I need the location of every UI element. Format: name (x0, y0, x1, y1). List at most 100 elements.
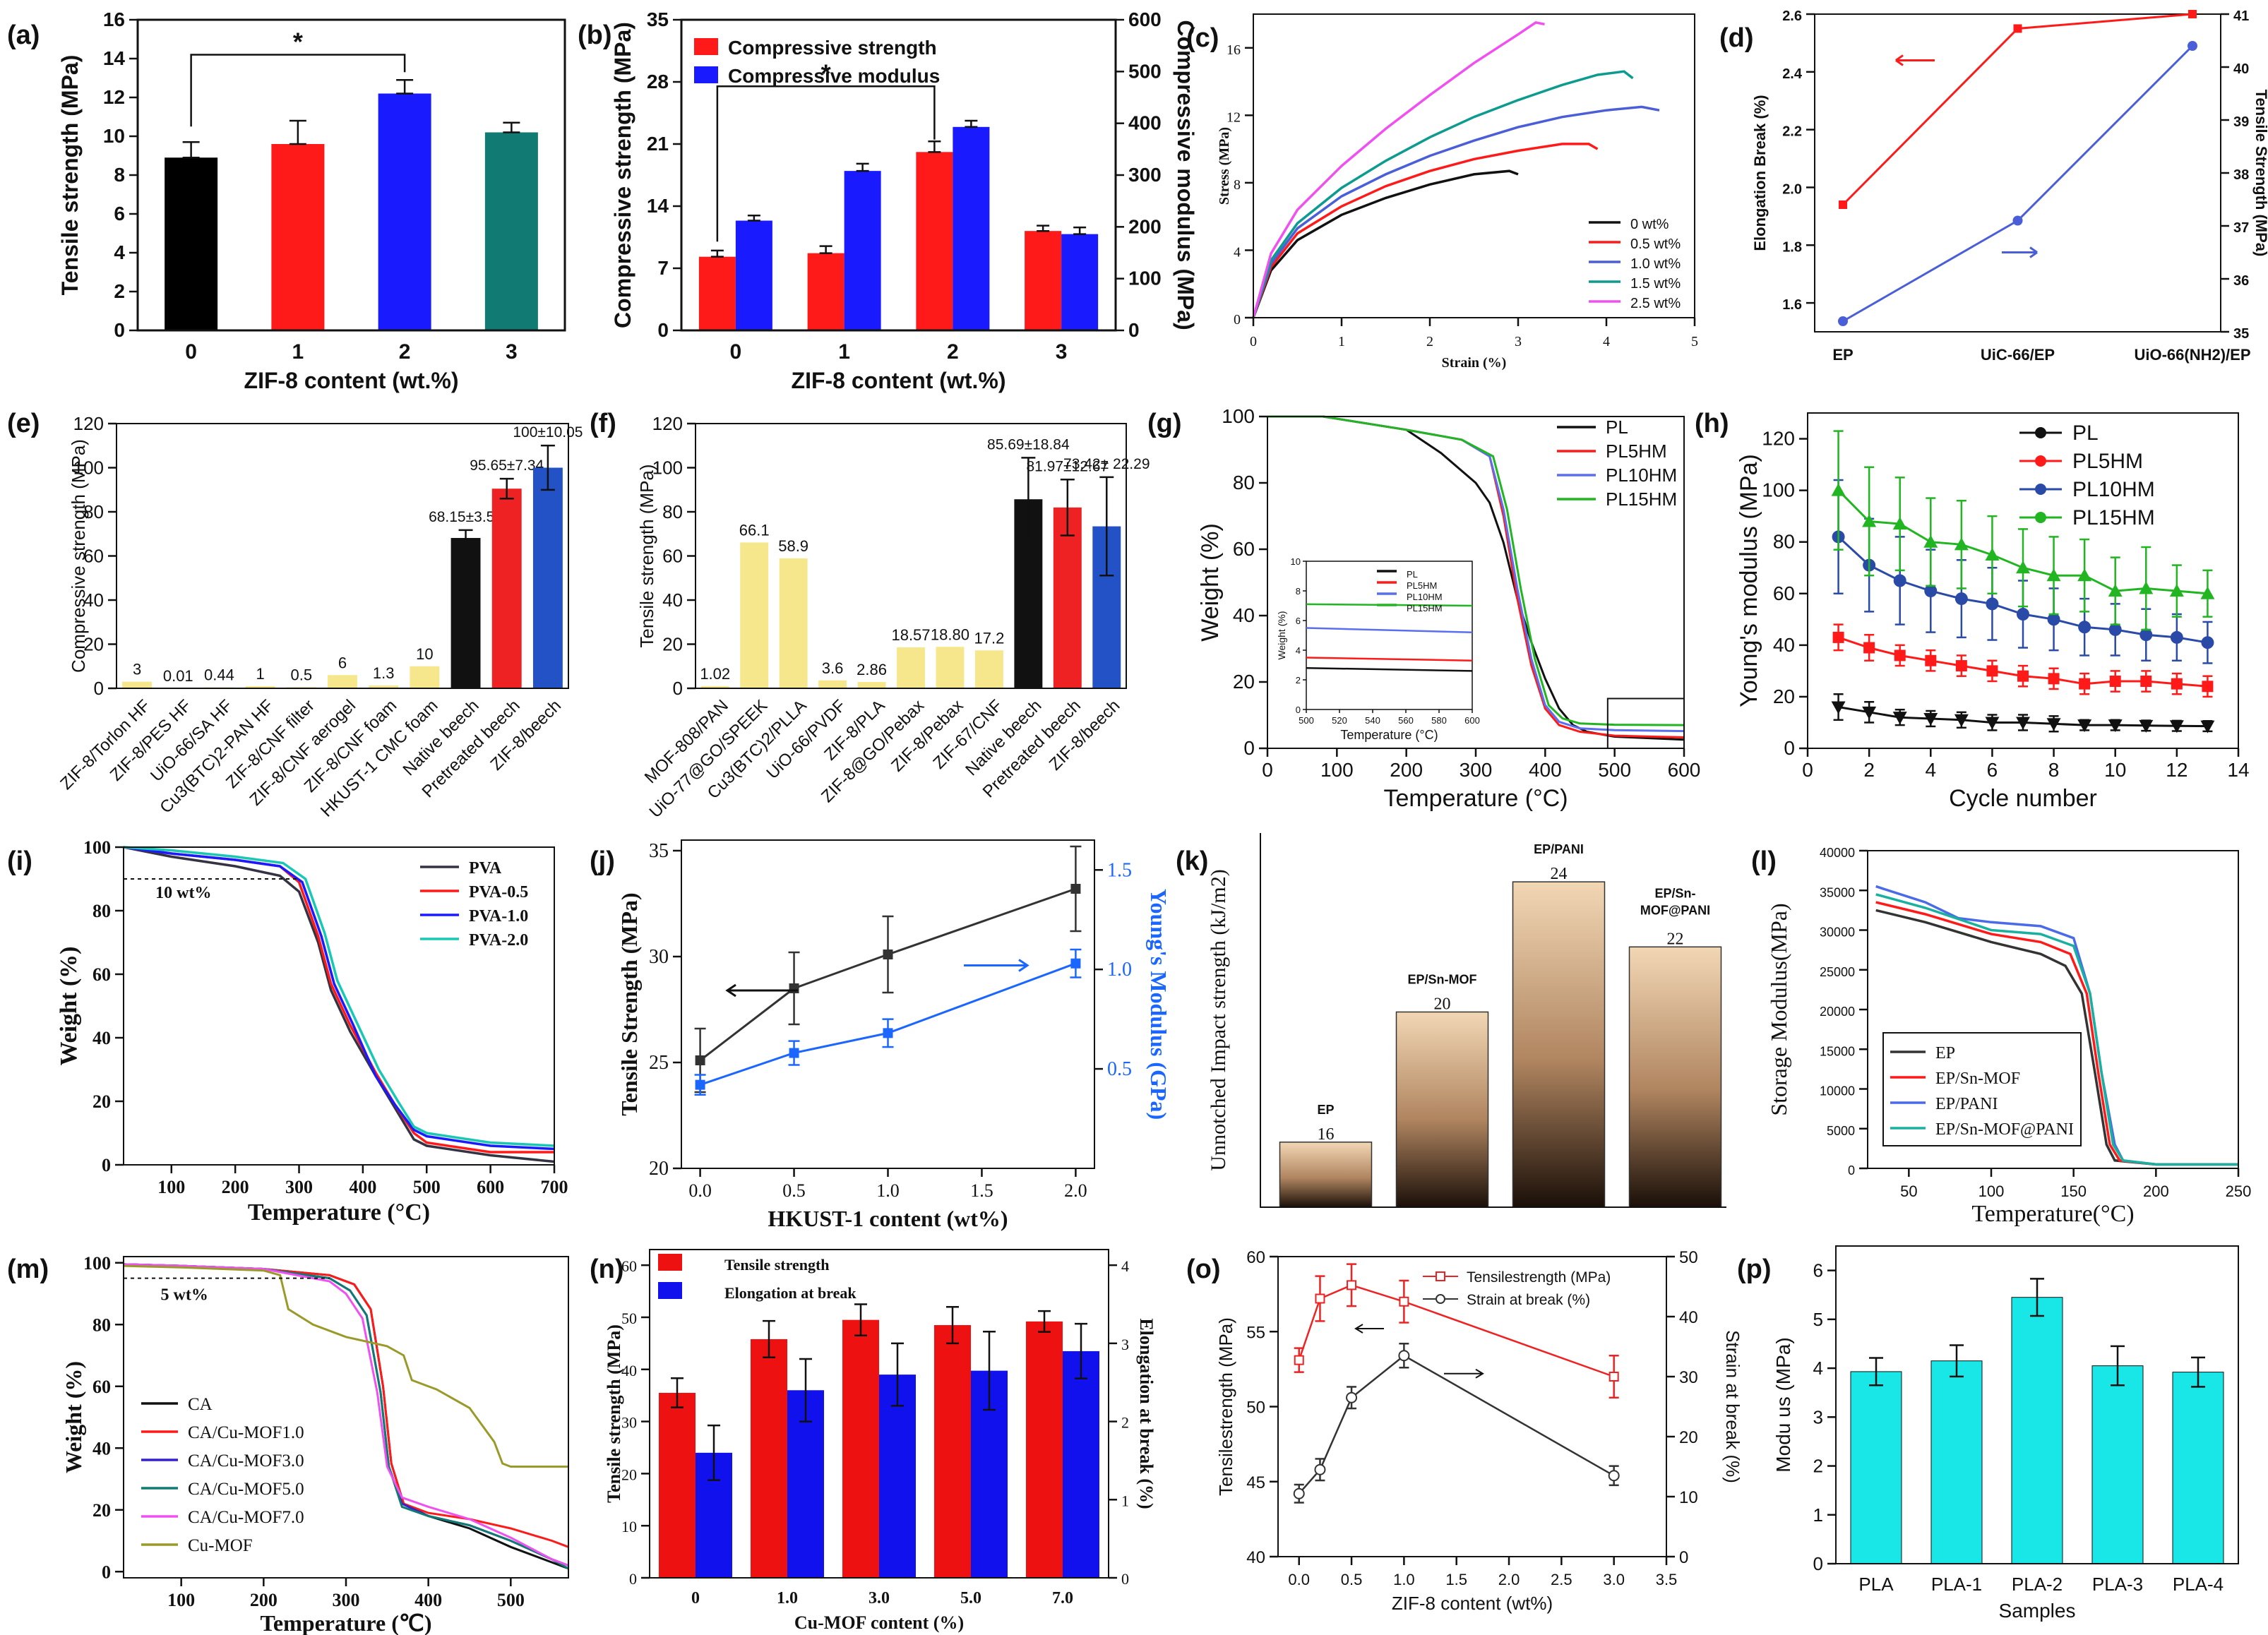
legend-label: 0 wt% (1630, 217, 1669, 232)
y-tick-label: 35000 (1820, 885, 1855, 899)
data-label: 22 (1667, 930, 1684, 948)
y-tick-label: 10 (1679, 1488, 1698, 1507)
legend-label: CA/Cu-MOF1.0 (188, 1423, 304, 1442)
y-tick-label: 120 (1762, 428, 1795, 450)
y-tick-label: 2 (114, 280, 125, 302)
y2-axis-label: Elongation at break (%) (1136, 1318, 1157, 1509)
y-tick-label: 40 (83, 589, 104, 611)
x-tick-label: 0.5 (782, 1180, 806, 1201)
y-axis-label: Tensile Strength (MPa) (616, 892, 642, 1115)
x-tick-label: 0 (730, 340, 742, 364)
y-tick-label: 2.0 (1782, 181, 1802, 197)
x-tick-label: 0 (1250, 334, 1257, 349)
data-point (1609, 1372, 1619, 1382)
legend-label: PVA-1.0 (469, 907, 528, 926)
bar (245, 685, 275, 688)
y-tick-label: 0 (102, 1562, 111, 1582)
y-tick-label: 60 (621, 1257, 637, 1275)
data-point (1954, 537, 1969, 551)
y-tick-label: 10 (621, 1518, 637, 1535)
x-tick-label: EP (1832, 346, 1853, 364)
y-tick-label: 2 (1121, 1414, 1129, 1432)
y-tick-label: 7 (657, 257, 669, 279)
data-label: 3.6 (822, 659, 844, 677)
data-point (789, 983, 799, 993)
data-point (1839, 200, 1847, 209)
legend-label: PL5HM (1606, 441, 1667, 462)
x-tick-label: 540 (1365, 715, 1380, 726)
data-point (1954, 714, 1969, 727)
x-tick-label: 2 (947, 340, 959, 364)
y-tick-label: 300 (1128, 164, 1162, 186)
legend-label: Compressive modulus (728, 65, 940, 87)
y-tick-label: 1.6 (1782, 297, 1802, 313)
y2-axis-label: Compressive modulus (MPa) (1173, 20, 1198, 330)
x-tick-label: 3.0 (1603, 1571, 1625, 1588)
plot-frame (649, 1249, 1109, 1579)
x-axis-label: HKUST-1 content (wt%) (768, 1206, 1008, 1231)
legend-label: 0.5 wt% (1630, 236, 1681, 252)
x-tick-label: PLA-1 (1931, 1574, 1982, 1595)
panel-h: (h) 0 20 40 60 80 100 120 0 2 4 6 8 10 12 14 Cycle numbe… (1695, 409, 2250, 812)
y-tick-label: 6 (1296, 616, 1301, 626)
bar (1628, 946, 1722, 1208)
legend-label: EP (1935, 1044, 1955, 1062)
y-tick-label: 10 (1291, 556, 1301, 567)
x-axis-label: Temperature (℃) (261, 1610, 432, 1635)
y-tick-label: 30 (1679, 1368, 1698, 1387)
data-point (1315, 1293, 1325, 1304)
x-tick-label: 200 (2143, 1182, 2169, 1200)
x-tick-label: 300 (285, 1177, 313, 1197)
data-label: 0.01 (163, 667, 193, 685)
x-tick-label: 1 (838, 340, 850, 364)
legend-label: Tensilestrength (MPa) (1467, 1269, 1611, 1286)
bar (1512, 881, 1606, 1208)
x-tick-label: UiO-66(NH2)/EP (2134, 346, 2250, 364)
x-tick-label: 14 (2227, 759, 2249, 781)
y-axis-label: Weight (%) (61, 1361, 86, 1473)
x-tick-label: 200 (222, 1177, 249, 1197)
axis-arrow-left (725, 983, 798, 998)
plot-axes (1260, 833, 1726, 1208)
x-axis-label: Temperature(°C) (1971, 1201, 2134, 1227)
data-point (2079, 678, 2091, 690)
x-tick-label: 0.0 (688, 1180, 712, 1201)
bar (779, 558, 808, 688)
x-axis-label: ZIF-8 content (wt%) (1392, 1593, 1553, 1614)
y-tick-label: 4 (1121, 1257, 1129, 1275)
y2-axis-label: Tensile Strength (MPa) (2252, 90, 2268, 257)
x-tick-label: 1.0 (777, 1589, 798, 1607)
bar (700, 685, 729, 688)
data-label: 58.9 (778, 537, 808, 555)
x-tick-label: 200 (250, 1590, 277, 1610)
x-axis-label: Strain (%) (1442, 355, 1507, 371)
x-axis-label: Temperature (°C) (248, 1199, 430, 1226)
bar (936, 647, 965, 688)
data-point (1986, 597, 1999, 611)
y-tick-label: 40000 (1820, 846, 1855, 860)
legend-label: EP/Sn-MOF@PANI (1935, 1120, 2074, 1139)
panel-j: (j) 20 25 30 35 0.5 1.0 1.5 0.0 0.5 1.0 1.5 2.0 HKUST… (590, 839, 1171, 1231)
data-point (2017, 670, 2029, 682)
bar-tensile-strength (751, 1338, 787, 1578)
y-tick-label: 0 (1679, 1548, 1688, 1567)
x-tick-label: 4 (1603, 334, 1610, 349)
data-point (2078, 621, 2091, 634)
data-point (789, 1048, 799, 1058)
significance-bracket (190, 54, 406, 127)
x-tick-label: 1 (292, 340, 304, 364)
bar-tensile-strength (659, 1392, 696, 1578)
x-tick-label: 580 (1431, 715, 1447, 726)
legend-label: PL15HM (2072, 506, 2155, 529)
bar-compressive-modulus (953, 126, 990, 331)
x-tick-label: 10 (2104, 759, 2126, 781)
bar-category-label: EP/PANI (1534, 842, 1584, 856)
bar (1930, 1360, 1983, 1564)
y-axis-label: Young's modulus (MPa) (1736, 454, 1762, 707)
bar (1279, 1142, 1373, 1208)
data-point (2109, 676, 2121, 687)
data-label: 95.65±7.34 (470, 457, 544, 474)
legend-marker (2035, 427, 2046, 438)
